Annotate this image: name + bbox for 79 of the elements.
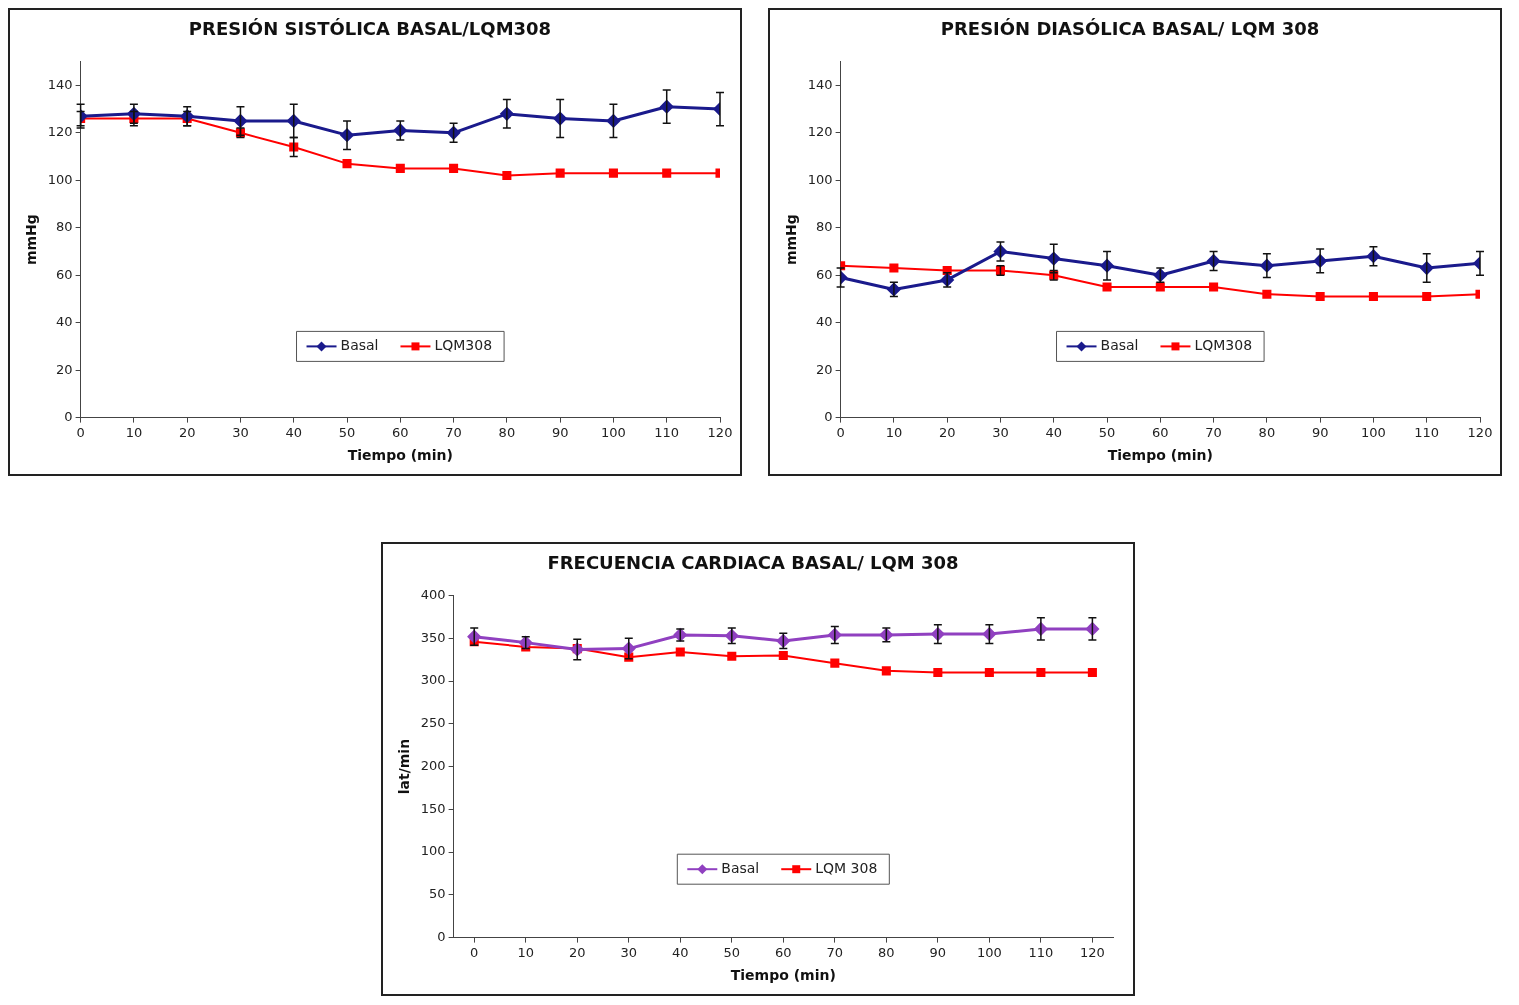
x-tick-label: 90 xyxy=(1311,424,1329,440)
x-tick-label: 50 xyxy=(338,424,356,440)
x-tick-label: 110 xyxy=(654,424,680,440)
x-tick-label: 0 xyxy=(836,424,845,440)
x-tick-label: 10 xyxy=(885,424,903,440)
x-tick-label: 0 xyxy=(470,944,479,960)
x-tick-label: 70 xyxy=(445,424,462,440)
y-tick-label: 100 xyxy=(420,843,446,859)
y-tick-label: 40 xyxy=(816,314,833,330)
x-tick-label: 70 xyxy=(826,944,844,960)
y-tick-label: 20 xyxy=(816,361,833,377)
y-tick-label: 100 xyxy=(47,171,73,187)
x-tick-label: 20 xyxy=(178,424,196,440)
y-tick-label: 140 xyxy=(47,76,73,92)
x-tick-label: 30 xyxy=(620,944,638,960)
x-tick-label: 100 xyxy=(1361,424,1386,440)
legend-label: Basal xyxy=(340,337,379,354)
chart-title: FRECUENCIA CARDIACA BASAL/ LQM 308 xyxy=(547,552,959,574)
x-tick-label: 10 xyxy=(517,944,535,960)
y-tick-label: 60 xyxy=(56,266,73,282)
x-tick-label: 0 xyxy=(76,424,85,440)
x-tick-label: 30 xyxy=(232,424,249,440)
y-tick-label: 40 xyxy=(56,314,73,330)
x-tick-label: 100 xyxy=(601,424,626,440)
x-tick-label: 120 xyxy=(1079,944,1105,960)
x-tick-label: 50 xyxy=(1098,424,1116,440)
y-tick-label: 0 xyxy=(824,408,833,424)
y-tick-label: 200 xyxy=(420,757,446,773)
x-tick-label: 120 xyxy=(707,424,733,440)
x-tick-label: 110 xyxy=(1028,944,1054,960)
y-tick-label: 350 xyxy=(420,629,446,645)
y-tick-label: 400 xyxy=(420,586,446,602)
y-tick-label: 300 xyxy=(420,672,446,688)
legend-label: LQM308 xyxy=(1194,337,1253,354)
y-tick-label: 20 xyxy=(56,361,73,377)
y-tick-label: 100 xyxy=(807,171,833,187)
y-tick-label: 0 xyxy=(437,928,446,944)
x-tick-label: 40 xyxy=(1045,424,1063,440)
x-tick-label: 10 xyxy=(125,424,143,440)
legend-label: LQM 308 xyxy=(815,859,878,876)
y-axis-title: lat/min xyxy=(396,738,413,795)
x-axis-title: Tiempo (min) xyxy=(730,967,836,984)
x-tick-label: 70 xyxy=(1205,424,1222,440)
x-tick-label: 20 xyxy=(568,944,586,960)
x-tick-label: 50 xyxy=(723,944,741,960)
x-tick-label: 60 xyxy=(775,944,792,960)
x-tick-label: 90 xyxy=(929,944,947,960)
y-tick-label: 0 xyxy=(64,408,73,424)
y-tick-label: 250 xyxy=(420,715,446,731)
y-axis-title: mmHg xyxy=(23,214,40,266)
legend-label: Basal xyxy=(721,859,760,876)
y-tick-label: 50 xyxy=(429,886,446,902)
legend-label: LQM308 xyxy=(434,337,493,354)
x-tick-label: 110 xyxy=(1414,424,1440,440)
x-tick-label: 60 xyxy=(392,424,409,440)
chart-title: PRESIÓN DIASÓLICA BASAL/ LQM 308 xyxy=(940,18,1320,40)
y-tick-label: 140 xyxy=(807,76,833,92)
y-axis-title: mmHg xyxy=(783,214,800,266)
x-tick-label: 80 xyxy=(498,424,516,440)
y-tick-label: 120 xyxy=(47,124,73,140)
legend-label: Basal xyxy=(1100,337,1139,354)
x-tick-label: 120 xyxy=(1467,424,1493,440)
x-tick-label: 40 xyxy=(285,424,303,440)
y-tick-label: 60 xyxy=(816,266,833,282)
x-tick-label: 60 xyxy=(1152,424,1169,440)
y-tick-label: 80 xyxy=(816,219,833,235)
x-tick-label: 100 xyxy=(976,944,1002,960)
x-axis-title: Tiempo (min) xyxy=(347,447,453,464)
y-tick-label: 120 xyxy=(807,124,833,140)
x-tick-label: 20 xyxy=(938,424,956,440)
y-tick-label: 80 xyxy=(56,219,73,235)
x-tick-label: 40 xyxy=(672,944,689,960)
y-tick-label: 150 xyxy=(420,800,446,816)
x-tick-label: 80 xyxy=(1258,424,1276,440)
chart-title: PRESIÓN SISTÓLICA BASAL/LQM308 xyxy=(188,18,552,40)
x-tick-label: 30 xyxy=(992,424,1009,440)
x-axis-title: Tiempo (min) xyxy=(1107,447,1213,464)
x-tick-label: 80 xyxy=(878,944,895,960)
x-tick-label: 90 xyxy=(551,424,569,440)
